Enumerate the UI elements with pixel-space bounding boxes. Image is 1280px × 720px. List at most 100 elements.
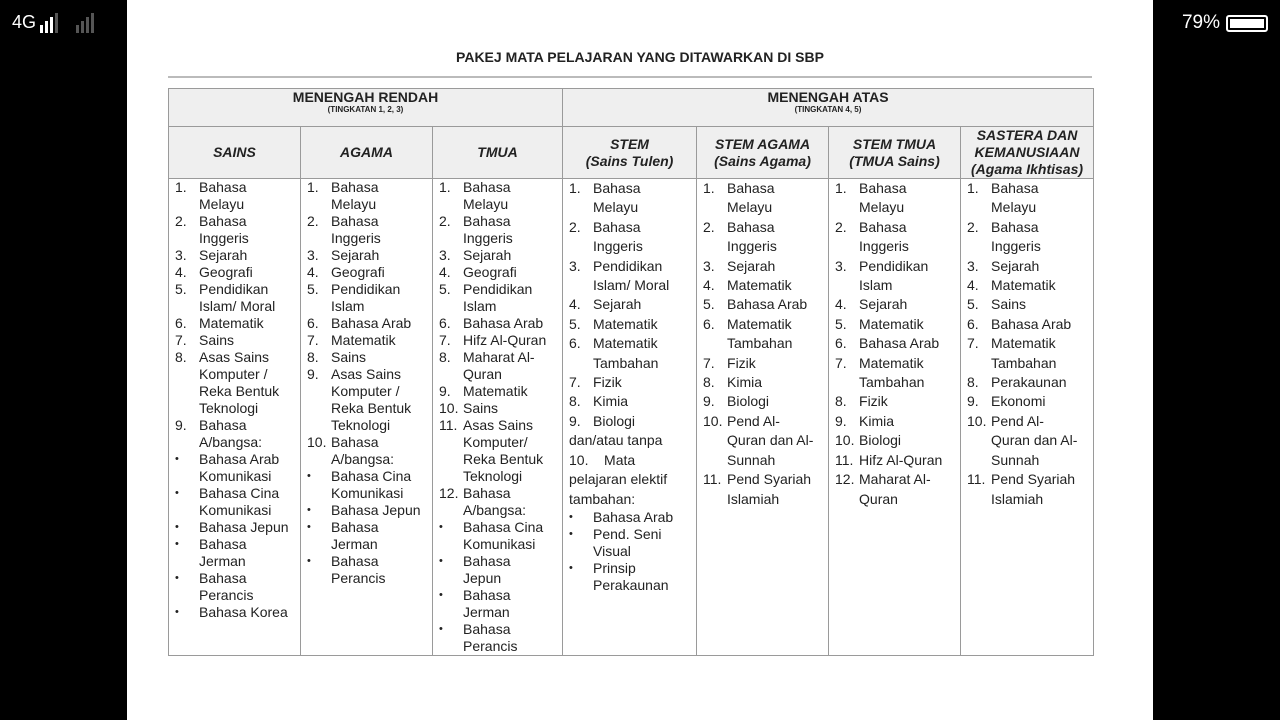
subject-name: Bahasa Arab (859, 335, 940, 352)
subject-name: Maharat Al- Quran (463, 349, 535, 382)
list-number: 6. (175, 315, 187, 331)
subject-name: Kimia (859, 412, 895, 429)
list-number: 5. (175, 281, 187, 297)
group-header-menengah-rendah: MENENGAH RENDAH (TINGKATAN 1, 2, 3) (167, 88, 564, 127)
list-item: 6. Bahasa Arab (961, 315, 1093, 334)
list-number: 2. (307, 213, 319, 229)
list-item: 5. Sains (961, 295, 1093, 314)
bullet-marker: • (439, 589, 443, 601)
column-header-title: STEM (610, 135, 649, 152)
list-item: 6. Matematik (169, 315, 300, 332)
list-item: 5. Pendidikan Islam (301, 281, 432, 315)
bullet-marker: • (307, 555, 311, 567)
list-item: 5. Bahasa Arab (697, 295, 828, 314)
list-item: • Bahasa Perancis (301, 553, 432, 587)
list-item: 4. Sejarah (829, 295, 960, 314)
list-item: 9. Kimia (829, 412, 960, 431)
list-item: 10. Pend Al- Quran dan Al- Sunnah (961, 412, 1093, 470)
list-number: 5. (569, 315, 581, 332)
subject-name: Hifz Al-Quran (859, 451, 943, 468)
subject-name: Pendidikan Islam (463, 281, 533, 314)
list-item: 9. Biologi (563, 412, 696, 431)
list-item: 1. Bahasa Melayu (169, 179, 300, 213)
list-number: 1. (569, 180, 581, 196)
list-number: 4. (439, 264, 451, 280)
title-divider (168, 76, 1092, 78)
list-number: 2. (569, 218, 581, 235)
bullet-marker: • (439, 623, 443, 635)
list-number: 3. (439, 247, 451, 263)
subject-name: Pend Syariah Islamiah (727, 471, 812, 507)
column-header-subtitle: (TMUA Sains) (849, 152, 940, 169)
subject-name: Maharat Al- Quran (859, 471, 931, 507)
column-header-subtitle: (Agama Ikhtisas) (971, 161, 1084, 177)
list-item: 3. Sejarah (697, 257, 828, 276)
subject-name: Bahasa Inggeris (859, 218, 909, 255)
column-header: STEM TMUA (TMUA Sains) (828, 126, 962, 179)
list-number: 8. (569, 393, 581, 410)
list-number: 5. (439, 281, 451, 297)
list-number: 12. (439, 485, 459, 501)
list-number: 3. (175, 247, 187, 263)
subject-list-cell: 1. Bahasa Melayu 2. Bahasa Inggeris 3. Pendid… (828, 178, 962, 656)
list-item: • Prinsip Perakaunan (563, 560, 696, 594)
list-item: 9. Asas Sains Komputer / Reka Bentuk Tekn… (301, 366, 432, 434)
subject-name: Bahasa Jepun (331, 502, 421, 518)
subject-name: Matematik Tambahan (859, 354, 925, 391)
subject-name: Biologi (727, 393, 770, 410)
subject-name: Pend Al- Quran dan Al- Sunnah (727, 412, 814, 468)
list-item: 3. Sejarah (433, 247, 562, 264)
subject-name: Geografi (199, 264, 253, 280)
list-number: 8. (703, 374, 715, 391)
list-item: 8. Maharat Al- Quran (433, 349, 562, 383)
column-header-title: SASTERA DAN KEMANUSIAAN (974, 127, 1080, 160)
list-number: 11. (835, 451, 854, 468)
list-number: 2. (175, 213, 187, 229)
subject-name: Bahasa Jerman (199, 536, 247, 569)
subject-name: Matematik Tambahan (593, 335, 659, 371)
list-item: 2. Bahasa Inggeris (961, 218, 1093, 257)
subject-name: Pendidikan Islam/ Moral (199, 281, 276, 314)
list-number: 1. (307, 179, 319, 195)
subject-name: Pend Syariah Islamiah (991, 471, 1076, 507)
list-number: 11. (967, 471, 986, 488)
subject-name: Bahasa Melayu (331, 179, 379, 212)
list-item: 3. Pendidikan Islam (829, 257, 960, 296)
subject-name: Bahasa Perancis (463, 621, 518, 654)
list-number: 2. (835, 218, 847, 235)
list-item: 2. Bahasa Inggeris (697, 218, 828, 257)
bullet-marker: • (175, 572, 179, 584)
list-number: 8. (967, 374, 979, 391)
subject-name: Matematik (463, 383, 528, 399)
subject-name: Bahasa Inggeris (593, 218, 643, 255)
list-item: • Bahasa Arab (563, 509, 696, 526)
subject-name: Bahasa Melayu (199, 179, 247, 212)
list-item: 6. Bahasa Arab (829, 334, 960, 353)
subject-name: Biologi (859, 432, 902, 449)
subject-name: Bahasa Cina Komunikasi (463, 519, 544, 552)
list-number: 7. (967, 335, 979, 352)
list-number: 9. (307, 366, 319, 382)
list-number: 6. (307, 315, 319, 331)
column-header-title: AGAMA (340, 144, 393, 160)
document-page: PAKEJ MATA PELAJARAN YANG DITAWARKAN DI … (127, 0, 1153, 720)
list-item: 5. Matematik (563, 315, 696, 334)
list-number: 7. (439, 332, 451, 348)
subject-name: Asas Sains Komputer / Reka Bentuk Teknol… (331, 366, 412, 433)
list-item: 7. Matematik Tambahan (961, 334, 1093, 373)
bullet-marker: • (175, 453, 179, 465)
column-header: STEM (Sains Tulen) (562, 126, 698, 179)
subject-name: Bahasa Inggeris (991, 218, 1041, 255)
subject-list-cell: 1. Bahasa Melayu 2. Bahasa Inggeris 3. Sejara… (431, 178, 564, 656)
subject-name: Perakaunan (991, 374, 1067, 391)
list-item: 7. Hifz Al-Quran (433, 332, 562, 349)
list-item: 5. Pendidikan Islam/ Moral (169, 281, 300, 315)
list-item: 12. Maharat Al- Quran (829, 470, 960, 509)
subject-name: Bahasa Inggeris (331, 213, 381, 246)
subject-name: Bahasa Jerman (463, 587, 511, 620)
list-number: 6. (703, 315, 715, 332)
subject-name: Bahasa A/bangsa: (463, 485, 527, 518)
list-number: 6. (967, 315, 979, 332)
subject-name: Bahasa Cina Komunikasi (331, 468, 412, 501)
list-number: 7. (175, 332, 187, 348)
